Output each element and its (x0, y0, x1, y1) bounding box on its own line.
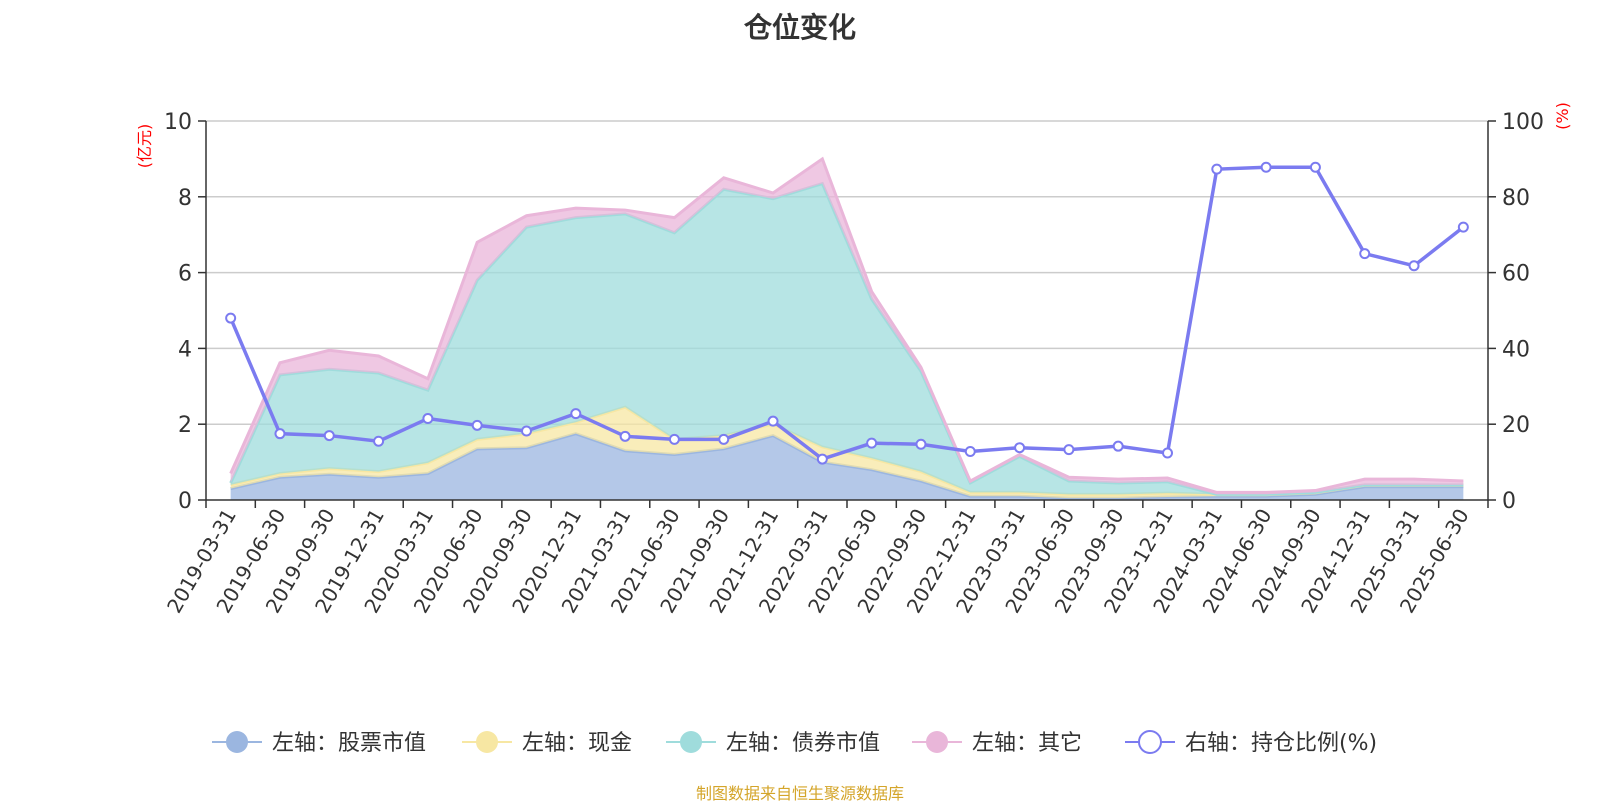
legend-label: 右轴：持仓比例(%) (1185, 731, 1377, 756)
line-point (422, 413, 434, 425)
legend-label: 左轴：债券市值 (726, 731, 880, 756)
line-point (1359, 248, 1371, 260)
left-tick-label: 2 (178, 413, 192, 438)
legend: 左轴：股票市值 左轴：现金 左轴：债券市值 左轴：其它 右轴：持仓比例(%) (212, 730, 1377, 756)
legend-marker (226, 731, 248, 753)
line-point (1112, 440, 1124, 452)
line-point (225, 312, 237, 324)
left-tick-label: 0 (178, 489, 192, 514)
legend-label: 左轴：股票市值 (272, 731, 426, 756)
right-tick-label: 100 (1502, 110, 1544, 135)
left-tick-label: 10 (164, 110, 192, 135)
stacked-areas (229, 156, 1464, 500)
line-point (619, 430, 631, 442)
right-tick-label: 0 (1502, 489, 1516, 514)
line-右轴：持仓比例(%) (229, 165, 1465, 462)
line-point (816, 453, 828, 465)
ratio-line (225, 161, 1469, 465)
right-axis-unit: (%) (1553, 102, 1572, 130)
line-point (373, 435, 385, 447)
left-tick-label: 8 (178, 186, 192, 211)
right-tick-label: 80 (1502, 186, 1530, 211)
area-edge-左轴：其它 (229, 156, 1464, 494)
chart-title: 仓位变化 (743, 11, 856, 44)
line-point (718, 433, 730, 445)
line-point (521, 425, 532, 437)
line-point (1162, 447, 1173, 459)
line-point (668, 433, 680, 445)
source-note: 制图数据来自恒生聚源数据库 (695, 784, 904, 803)
line-point (471, 419, 483, 431)
line-point (1063, 444, 1075, 456)
line-point (1309, 161, 1321, 173)
line-point (1457, 221, 1469, 233)
line-point (1211, 163, 1223, 175)
line-point (1408, 260, 1420, 272)
left-tick-label: 4 (178, 337, 192, 362)
legend-label: 左轴：其它 (972, 731, 1082, 756)
line-point (274, 428, 286, 440)
right-tick-label: 60 (1502, 262, 1530, 287)
line-point (1260, 161, 1272, 173)
right-tick-label: 40 (1502, 337, 1530, 362)
line-point (866, 437, 878, 449)
line-point (1014, 442, 1026, 454)
legend-label: 左轴：现金 (522, 731, 632, 756)
line-point (767, 415, 779, 427)
legend-marker (680, 731, 702, 753)
left-tick-label: 6 (178, 262, 192, 287)
line-point (964, 445, 976, 457)
line-point (915, 438, 927, 450)
left-axis-unit: (亿元) (135, 124, 154, 169)
legend-marker (476, 731, 498, 753)
legend-marker (1138, 730, 1162, 754)
right-tick-label: 20 (1502, 413, 1530, 438)
legend-marker (926, 731, 948, 753)
line-point (323, 430, 335, 442)
line-point (570, 408, 582, 420)
area-左轴：债券市值 (230, 183, 1464, 495)
